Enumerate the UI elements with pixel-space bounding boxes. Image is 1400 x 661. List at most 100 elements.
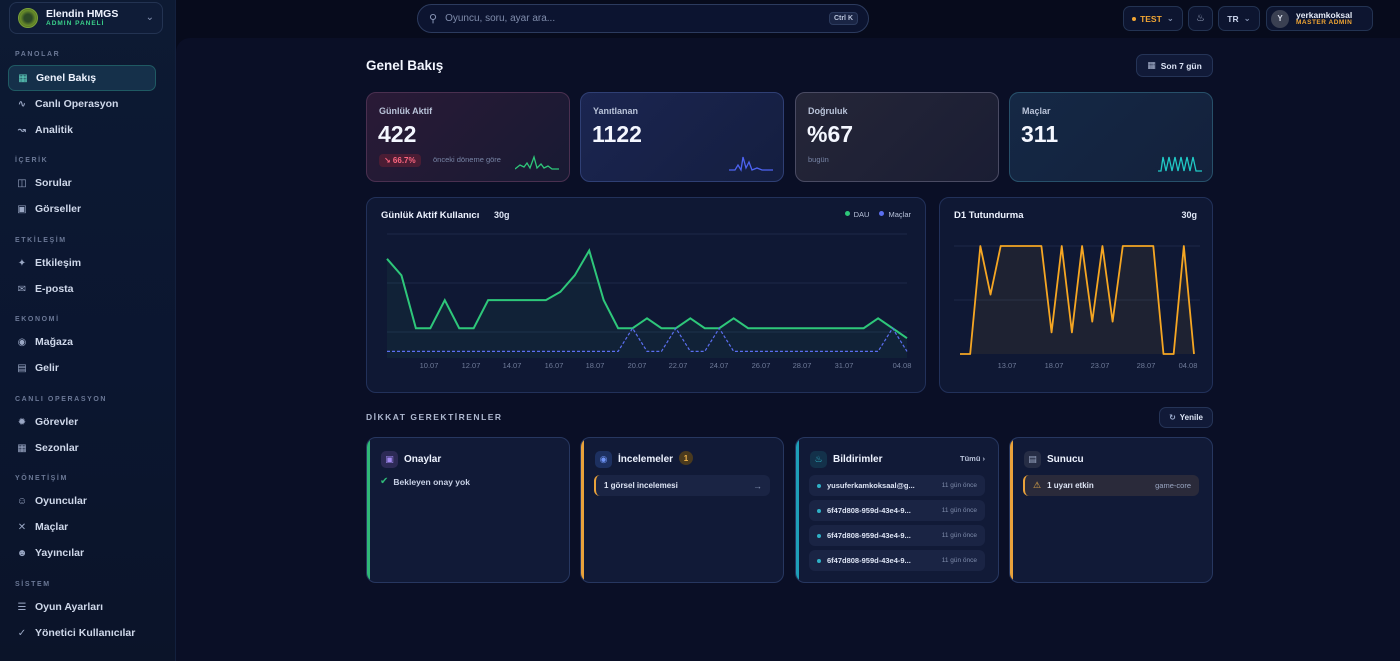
users-icon: ☺ (16, 495, 28, 507)
notification-dot (817, 533, 821, 538)
sidebar-item-oyun-ayarlari[interactable]: ☰ Oyun Ayarları (8, 594, 156, 620)
refresh-button[interactable]: ↻ Yenile (1159, 407, 1213, 428)
brand-switcher[interactable]: Elendin HMGS ADMIN PANELİ ⌄ (9, 2, 163, 34)
sidebar-item-label: Görevler (35, 416, 79, 428)
x-tick-label: 14.07 (503, 361, 522, 370)
approvals-empty: ✔ Bekleyen onay yok (380, 476, 470, 487)
kpi-value: %67 (807, 121, 854, 147)
sidebar-item-oyuncular[interactable]: ☺ Oyuncular (8, 488, 156, 514)
card-title: Bildirimler (833, 454, 883, 465)
swords-icon: ✕ (17, 521, 27, 533)
notification-item[interactable]: 6f47d808-959d-43e4-9... 11 gün önce (809, 550, 985, 571)
x-tick-label: 22.07 (669, 361, 688, 370)
x-tick-label: 10.07 (420, 361, 439, 370)
notification-dot (817, 558, 821, 563)
review-item[interactable]: 1 görsel incelemesi → (594, 475, 770, 496)
empty-text: Bekleyen onay yok (393, 476, 470, 487)
nav-section-etkilesim: ETKİLEŞİM (15, 237, 67, 244)
user-menu[interactable]: Y yerkamkoksal MASTER ADMIN (1266, 6, 1373, 31)
sidebar-item-genel-bakis[interactable]: ▦ Genel Bakış (8, 65, 156, 91)
legend-label: DAU (853, 210, 870, 219)
book-icon: ◫ (17, 177, 27, 189)
sidebar-item-gelir[interactable]: ▤ Gelir (8, 355, 156, 381)
image-icon: ▣ (17, 203, 27, 215)
sidebar-item-etkilesim[interactable]: ✦ Etkileşim (8, 250, 156, 276)
server-alert-item[interactable]: ⚠ 1 uyarı etkin game-core (1023, 475, 1199, 496)
series-line-dau (386, 248, 908, 339)
card-accent (796, 438, 799, 582)
notification-item[interactable]: 6f47d808-959d-43e4-9... 11 gün önce (809, 500, 985, 521)
sidebar-item-label: Sezonlar (35, 442, 79, 454)
chevron-down-icon: ⌄ (1243, 13, 1251, 23)
brand-name: Elendin HMGS (46, 7, 119, 20)
server-tag: game-core (1155, 481, 1191, 490)
notification-text: 6f47d808-959d-43e4-9... (827, 506, 911, 515)
series-line-maclar (387, 327, 908, 352)
sidebar-item-canli-operasyon[interactable]: ∿ Canlı Operasyon (8, 91, 156, 117)
card-accent (581, 438, 584, 582)
sidebar-item-yayincilar[interactable]: ☻ Yayıncılar (8, 540, 156, 566)
kpi-answered: Yanıtlanan 1122 (580, 92, 784, 182)
notification-item[interactable]: 6f47d808-959d-43e4-9... 11 gün önce (809, 525, 985, 546)
calendar-icon: ▦ (1147, 60, 1156, 70)
nav-section-canli-operasyon: CANLI OPERASYON (15, 396, 108, 403)
sidebar-item-gorseller[interactable]: ▣ Görseller (8, 196, 156, 222)
env-switcher[interactable]: TEST ⌄ (1123, 6, 1183, 31)
sidebar-item-analitik[interactable]: ↝ Analitik (8, 117, 156, 143)
check-circle-icon: ✔ (380, 476, 389, 487)
legend-label: Maçlar (888, 210, 911, 219)
sidebar-item-sezonlar[interactable]: ▦ Sezonlar (8, 435, 156, 461)
sidebar-item-e-posta[interactable]: ✉ E-posta (8, 276, 156, 302)
sidebar-item-label: Yönetici Kullanıcılar (35, 627, 136, 639)
server-alert-text: 1 uyarı etkin (1047, 481, 1094, 490)
sidebar-item-label: Maçlar (35, 521, 69, 533)
attention-section-title: DİKKAT GEREKTİRENLER (366, 412, 503, 422)
sidebar-item-yonetici-kullanicilar[interactable]: ✓ Yönetici Kullanıcılar (8, 620, 156, 646)
kpi-label: Günlük Aktif (379, 106, 433, 116)
sidebar-item-magaza[interactable]: ◉ Mağaza (8, 329, 156, 355)
env-dot-icon (1132, 16, 1137, 21)
bell-icon: ♨ (810, 451, 827, 468)
coins-icon: ◉ (17, 336, 27, 348)
warning-icon: ⚠ (1033, 480, 1042, 490)
card-title: İncelemeler (618, 454, 674, 465)
date-range-button[interactable]: ▦ Son 7 gün (1136, 54, 1213, 77)
card-accent (1010, 438, 1013, 582)
kpi-accuracy: Doğruluk %67 bugün (795, 92, 999, 182)
sidebar-item-label: Gelir (35, 362, 59, 374)
x-tick-label: 26.07 (752, 361, 771, 370)
legend-dot-dau (844, 211, 850, 216)
dau-chart: 10.07 12.07 14.07 16.07 18.07 20.07 22.07 24.07… (386, 233, 911, 370)
all-link[interactable]: Tümü › (960, 454, 985, 463)
shortcut-hint: Ctrl K (828, 12, 858, 25)
notifications-button[interactable]: ♨ (1188, 6, 1213, 31)
card-title: Sunucu (1047, 454, 1084, 465)
sidebar: Elendin HMGS ADMIN PANELİ ⌄ PANOLAR ▦ Gen… (0, 0, 176, 661)
notification-time: 11 gün önce (941, 557, 977, 564)
user-name: yerkamkoksal (1296, 9, 1353, 20)
notification-item[interactable]: yusuferkamkoksaal@g... 11 gün önce (809, 475, 985, 496)
sidebar-item-label: Oyuncular (35, 495, 87, 507)
nav-section-icerik: İÇERİK (15, 157, 49, 164)
sidebar-item-label: Sorular (35, 177, 72, 189)
language-switcher[interactable]: TR ⌄ (1218, 6, 1260, 31)
pulse-icon: ∿ (17, 98, 27, 110)
sidebar-item-gorevler[interactable]: ✹ Görevler (8, 409, 156, 435)
sidebar-item-label: E-posta (35, 283, 74, 295)
retention-chart: 13.07 18.07 23.07 28.07 04.08 (954, 245, 1200, 370)
search-icon: ⚲ (429, 13, 438, 25)
env-label: TEST (1140, 13, 1162, 24)
chart-icon: ↝ (17, 124, 27, 136)
x-tick-label: 31.07 (835, 361, 854, 370)
dau-chart-panel: Günlük Aktif Kullanıcı 30g DAU Maçlar 10… (366, 197, 926, 393)
kpi-label: Yanıtlanan (593, 106, 639, 116)
search-input[interactable]: ⚲ Oyuncu, soru, ayar ara... Ctrl K (417, 4, 869, 33)
calendar-icon: ▦ (17, 442, 27, 454)
sidebar-item-label: Oyun Ayarları (35, 601, 104, 613)
sidebar-item-maclar[interactable]: ✕ Maçlar (8, 514, 156, 540)
approvals-card: ▣ Onaylar ✔ Bekleyen onay yok (366, 437, 570, 583)
kpi-delta-badge: ↘ 66.7% (379, 154, 421, 167)
sidebar-item-sorular[interactable]: ◫ Sorular (8, 170, 156, 196)
broadcaster-icon: ☻ (16, 547, 28, 559)
sidebar-item-label: Etkileşim (35, 257, 82, 269)
